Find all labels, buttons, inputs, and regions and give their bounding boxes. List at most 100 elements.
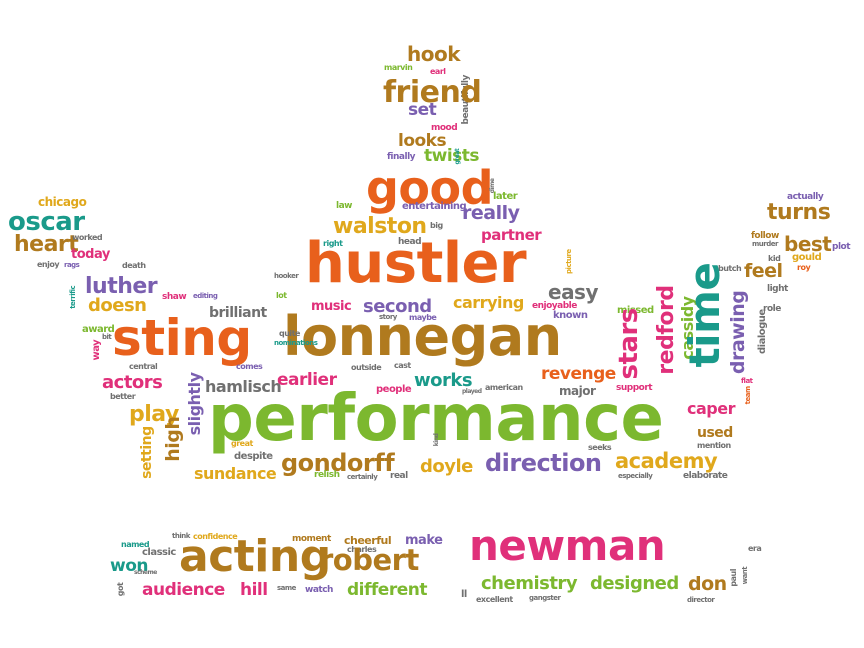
word-cast: cast <box>394 361 411 370</box>
word-despite: despite <box>234 451 273 462</box>
word-make: make <box>405 533 443 548</box>
word-support: support <box>616 383 653 393</box>
word-drawing: drawing <box>727 290 749 375</box>
word-actually: actually <box>787 192 824 202</box>
word-time: time <box>680 262 729 368</box>
word-hook: hook <box>407 42 461 66</box>
word-academy: academy <box>615 449 718 473</box>
word-performance: performance <box>208 382 664 456</box>
word-enjoyable: enjoyable <box>532 301 577 311</box>
word-stars: stars <box>614 308 644 380</box>
word-head: head <box>398 237 422 247</box>
word-enjoy: enjoy <box>37 260 60 269</box>
word-later: later <box>493 191 518 202</box>
word-flat: flat <box>741 377 753 385</box>
word-murder: murder <box>752 240 778 248</box>
word-played: played <box>462 388 482 395</box>
word-editing: editing <box>193 292 218 300</box>
word-acting: acting <box>179 531 331 582</box>
word-bit: bit <box>102 333 112 341</box>
word-hamlisch: hamlisch <box>205 377 282 396</box>
word-won: won <box>110 556 149 576</box>
word-way: way <box>91 339 102 361</box>
word-direction: direction <box>485 449 602 477</box>
word-comes: comes <box>236 362 263 371</box>
word-confidence: confidence <box>193 532 238 541</box>
word-butch: butch <box>718 264 742 273</box>
word-friend: friend <box>383 75 482 110</box>
word-outside: outside <box>351 363 382 372</box>
word-robert: robert <box>319 543 419 577</box>
word-dime: dime <box>489 178 496 194</box>
word-walston: walston <box>333 214 427 239</box>
word-gould: gould <box>792 252 822 263</box>
word-paul: paul <box>729 569 738 587</box>
word-think: think <box>172 532 190 540</box>
word-high: high <box>162 416 184 462</box>
word-sting: sting <box>112 309 252 367</box>
word-scheme: scheme <box>134 569 157 576</box>
word-best: best <box>784 232 832 256</box>
word-newman: newman <box>469 521 666 570</box>
word-luther: luther <box>85 274 158 299</box>
word-charles: charles <box>347 545 377 554</box>
word-audience: audience <box>142 580 225 600</box>
word-used: used <box>697 425 733 441</box>
word-especially: especially <box>618 472 653 480</box>
word-earlier: earlier <box>277 370 337 390</box>
word-major: major <box>559 384 596 398</box>
word-award: award <box>82 324 115 335</box>
word-setting: setting <box>139 426 155 479</box>
word-music: music <box>311 299 352 314</box>
word-cheerful: cheerful <box>344 534 392 547</box>
word-earl: earl <box>430 67 446 76</box>
word-better: better <box>110 392 136 401</box>
word-seeks: seeks <box>588 443 612 452</box>
word-missed: missed <box>617 305 654 316</box>
word-roy: roy <box>797 263 811 272</box>
word-actors: actors <box>102 372 163 393</box>
word-moment: moment <box>292 534 331 544</box>
word-good: good <box>366 161 494 215</box>
word-classic: classic <box>142 547 176 558</box>
word-dialogue: dialogue <box>757 309 768 354</box>
word-don: don <box>688 573 727 595</box>
word-chemistry: chemistry <box>481 573 578 594</box>
word-slightly: slightly <box>185 372 204 436</box>
word-worked: worked <box>72 233 103 242</box>
word-director: director <box>687 596 715 604</box>
word-carrying: carrying <box>453 293 524 312</box>
word-got: got <box>116 582 125 597</box>
word-redford: redford <box>654 285 679 375</box>
word-plot: plot <box>832 242 851 252</box>
word-people: people <box>376 384 412 395</box>
word-oscar: oscar <box>8 207 85 237</box>
word-different: different <box>347 580 427 600</box>
word-law: law <box>336 201 352 211</box>
word-easy: easy <box>548 280 599 304</box>
word-american: american <box>485 383 523 392</box>
word-lot: lot <box>276 291 287 300</box>
word-mention: mention <box>697 441 731 450</box>
word-quite: quite <box>279 329 300 338</box>
word-twists: twists <box>424 146 480 166</box>
word-partner: partner <box>481 226 542 244</box>
word-nominations: nominations <box>274 339 318 347</box>
word-excellent: excellent <box>476 595 513 604</box>
word-want: want <box>741 566 749 585</box>
word-second: second <box>363 296 432 317</box>
word-mood: mood <box>431 123 458 133</box>
word-hustler: hustler <box>305 231 527 296</box>
word-central: central <box>129 362 158 371</box>
word-right: right <box>323 239 343 248</box>
word-role: role <box>763 304 781 314</box>
word-picture: picture <box>565 249 573 274</box>
word-maybe: maybe <box>409 313 437 322</box>
word-entertaining: entertaining <box>402 201 467 212</box>
word-set: set <box>408 100 437 120</box>
word-doyle: doyle <box>420 456 473 477</box>
word-story: story <box>379 313 397 321</box>
word-designed: designed <box>590 573 679 594</box>
word-gangster: gangster <box>529 594 561 602</box>
